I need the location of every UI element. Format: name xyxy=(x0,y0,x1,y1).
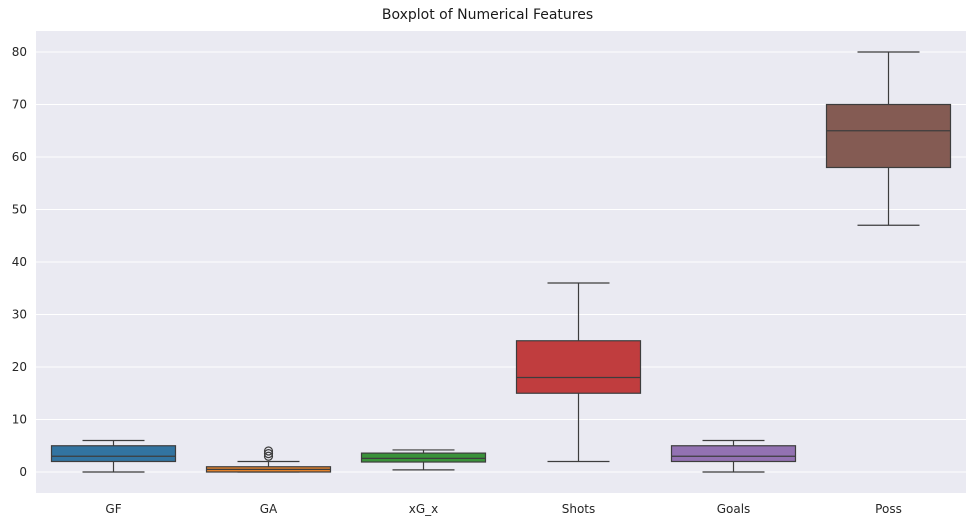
y-tick-label: 80 xyxy=(12,45,27,59)
box-poss xyxy=(825,103,952,169)
box-xg-x xyxy=(360,452,487,463)
outlier-point xyxy=(263,446,274,456)
box-goals xyxy=(670,445,797,463)
y-tick-label: 10 xyxy=(12,413,27,427)
x-tick-label: Poss xyxy=(875,502,902,516)
y-tick-label: 0 xyxy=(19,465,27,479)
y-tick-label: 70 xyxy=(12,98,27,112)
x-tick-label: GF xyxy=(105,502,121,516)
x-tick-label: xG_x xyxy=(409,502,439,516)
x-tick-label: Goals xyxy=(717,502,751,516)
y-tick-label: 60 xyxy=(12,150,27,164)
y-tick-label: 20 xyxy=(12,360,27,374)
x-tick-label: Shots xyxy=(562,502,596,516)
outlier-point xyxy=(263,451,274,461)
chart-title: Boxplot of Numerical Features xyxy=(381,7,594,23)
box-shots xyxy=(515,340,642,394)
y-tick-label: 50 xyxy=(12,203,27,217)
y-tick-label: 40 xyxy=(12,255,27,269)
outlier-point xyxy=(263,449,274,459)
x-tick-label: GA xyxy=(260,502,278,516)
box-gf xyxy=(50,445,177,463)
y-tick-label: 30 xyxy=(12,308,27,322)
